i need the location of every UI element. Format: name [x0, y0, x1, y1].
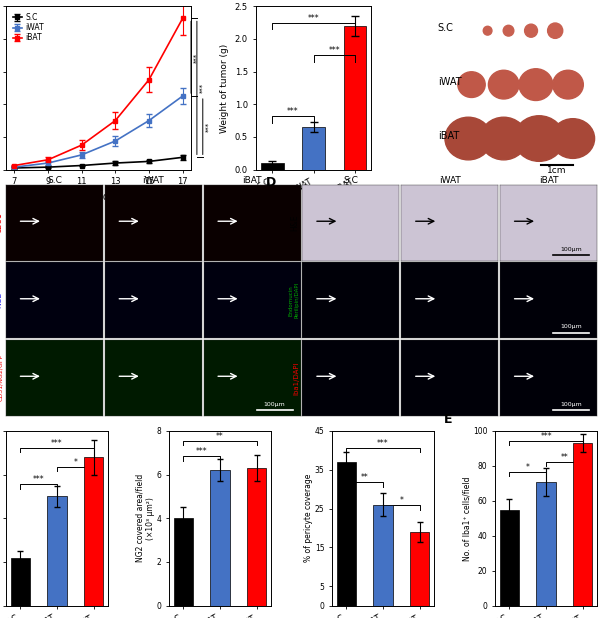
Text: iWAT: iWAT: [438, 77, 461, 87]
Text: *: *: [73, 458, 77, 467]
Y-axis label: Iba1/DAPI: Iba1/DAPI: [293, 361, 299, 394]
Text: 100μm: 100μm: [560, 402, 582, 407]
Bar: [410, 532, 430, 606]
Y-axis label: NG2: NG2: [0, 292, 3, 308]
Ellipse shape: [483, 27, 492, 35]
Bar: [261, 163, 284, 169]
X-axis label: Time (day): Time (day): [72, 192, 125, 202]
Text: ***: ***: [33, 475, 44, 485]
Ellipse shape: [458, 72, 485, 98]
Text: ***: ***: [308, 14, 319, 22]
Text: **: **: [560, 452, 568, 462]
Text: 1cm: 1cm: [547, 166, 566, 175]
Bar: [211, 470, 230, 606]
Text: ***: ***: [205, 122, 211, 132]
Ellipse shape: [503, 25, 514, 36]
Legend: S.C, iWAT, iBAT: S.C, iWAT, iBAT: [10, 10, 47, 45]
Text: ***: ***: [194, 53, 200, 62]
Bar: [573, 443, 592, 606]
Y-axis label: Endomucin
Perilipin/DAPI: Endomucin Perilipin/DAPI: [289, 282, 299, 318]
Ellipse shape: [514, 116, 564, 161]
Ellipse shape: [445, 117, 491, 160]
Bar: [84, 457, 103, 606]
Bar: [344, 26, 366, 169]
Text: 100μm: 100μm: [560, 247, 582, 252]
Y-axis label: % of pericyte coverage: % of pericyte coverage: [304, 474, 313, 562]
Text: **: **: [361, 473, 368, 483]
Y-axis label: Weight of tumor (g): Weight of tumor (g): [220, 43, 229, 132]
Bar: [536, 481, 556, 606]
Ellipse shape: [553, 70, 583, 99]
Text: S.C: S.C: [438, 23, 454, 33]
Y-axis label: NG2 covered area/field
(×10³ μm²): NG2 covered area/field (×10³ μm²): [136, 474, 155, 562]
Bar: [11, 557, 30, 606]
Title: S.C: S.C: [47, 176, 62, 185]
Bar: [47, 496, 67, 606]
Bar: [173, 519, 193, 606]
Bar: [500, 510, 519, 606]
Y-axis label: CD31/NG2/GFP: CD31/NG2/GFP: [0, 354, 3, 401]
Y-axis label: H&E: H&E: [290, 214, 299, 231]
Title: iBAT: iBAT: [242, 176, 262, 185]
Text: iBAT: iBAT: [438, 130, 459, 140]
Text: ***: ***: [377, 439, 389, 447]
Text: D: D: [266, 176, 276, 188]
Text: **: **: [216, 431, 224, 441]
Ellipse shape: [481, 117, 527, 160]
Ellipse shape: [519, 69, 553, 101]
Bar: [373, 505, 392, 606]
Text: ***: ***: [51, 439, 63, 447]
Text: 100μm: 100μm: [263, 402, 285, 407]
Title: iWAT: iWAT: [142, 176, 164, 185]
Ellipse shape: [488, 70, 519, 99]
Ellipse shape: [524, 24, 538, 37]
Ellipse shape: [548, 23, 563, 38]
Bar: [247, 468, 266, 606]
Title: iBAT: iBAT: [539, 176, 559, 185]
Bar: [337, 462, 356, 606]
Text: ***: ***: [328, 46, 340, 55]
Text: ***: ***: [287, 107, 299, 116]
Text: *: *: [400, 496, 403, 505]
Text: E: E: [444, 413, 452, 426]
Title: iWAT: iWAT: [439, 176, 461, 185]
Bar: [302, 127, 325, 169]
Text: ***: ***: [196, 447, 208, 456]
Y-axis label: No. of Iba1⁺ cells/field: No. of Iba1⁺ cells/field: [463, 476, 472, 561]
Y-axis label: CD31: CD31: [0, 213, 3, 233]
Text: ***: ***: [199, 83, 205, 93]
Text: 100μm: 100μm: [560, 324, 582, 329]
Ellipse shape: [551, 119, 595, 158]
Title: S.C: S.C: [343, 176, 358, 185]
Text: ***: ***: [540, 431, 552, 441]
Text: *: *: [526, 463, 530, 472]
